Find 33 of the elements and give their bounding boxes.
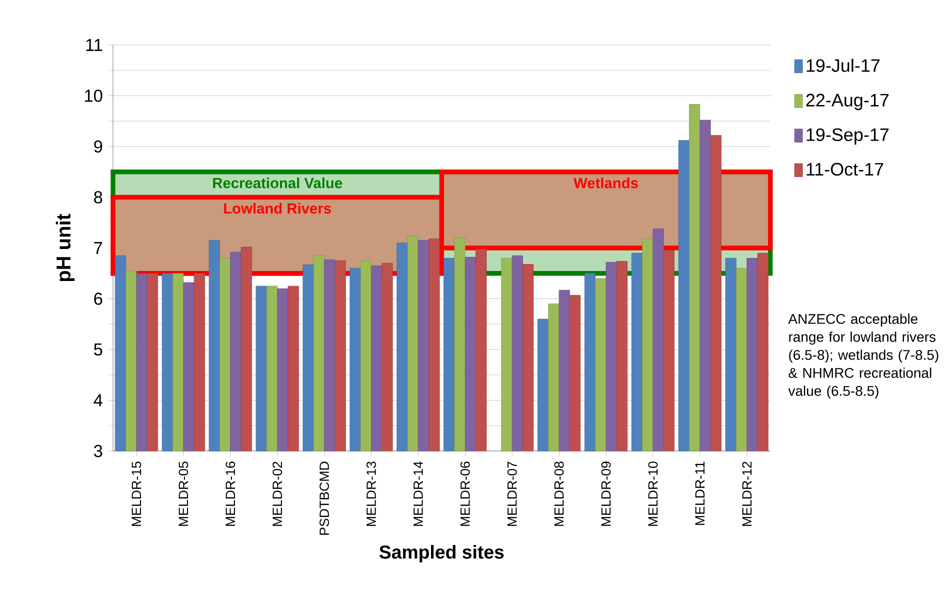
x-tick-label: PSDTBCMD — [320, 462, 330, 535]
x-tick-label: MELDR-14 — [414, 461, 423, 526]
legend-label: 19-Jul-17 — [806, 58, 880, 72]
x-tick-label: MELDR-06 — [460, 462, 470, 526]
band-label: Recreational Value — [213, 177, 342, 188]
x-axis-title: Sampled sites — [379, 545, 504, 562]
x-tick-label: MELDR-16 — [226, 462, 236, 526]
y-tick-label: 10 — [84, 90, 102, 102]
x-tick-label: MELDR-05 — [178, 462, 188, 526]
band-label: Wetlands — [574, 177, 638, 188]
x-tick-label: MELDR-07 — [507, 462, 517, 526]
y-tick-label: 7 — [94, 242, 102, 254]
x-tick-label: MELDR-11 — [695, 462, 704, 525]
y-tick-label: 4 — [94, 394, 102, 406]
legend-label: 19-Sep-17 — [806, 128, 889, 145]
legend-label: 11-Oct-17 — [806, 162, 884, 176]
x-tick-label: MELDR-12 — [742, 462, 752, 526]
y-tick-label: 8 — [94, 191, 102, 204]
y-tick-label: 11 — [86, 39, 102, 51]
x-tick-label: MELDR-09 — [601, 462, 611, 526]
x-tick-label: MELDR-10 — [648, 462, 658, 526]
y-tick-label: 3 — [94, 444, 102, 458]
y-tick-label: 9 — [94, 140, 102, 153]
x-tick-label: MELDR-08 — [554, 462, 564, 526]
y-tick-label: 6 — [94, 292, 102, 305]
text: ANZECC acceptable range for lowland rivers (6.5-8); wetlands (7-8.5) & NHMRC recreational value (6.5-8.5) — [788, 314, 938, 399]
x-tick-label: MELDR-15 — [132, 462, 142, 526]
legend-label: 22-Aug-17 — [806, 94, 889, 110]
y-axis-title: pH unit — [56, 214, 75, 282]
band-label: Lowland Rivers — [224, 202, 331, 214]
y-tick-label: 5 — [94, 343, 102, 356]
x-tick-label: MELDR-02 — [272, 462, 282, 526]
x-tick-label: MELDR-13 — [366, 462, 376, 526]
